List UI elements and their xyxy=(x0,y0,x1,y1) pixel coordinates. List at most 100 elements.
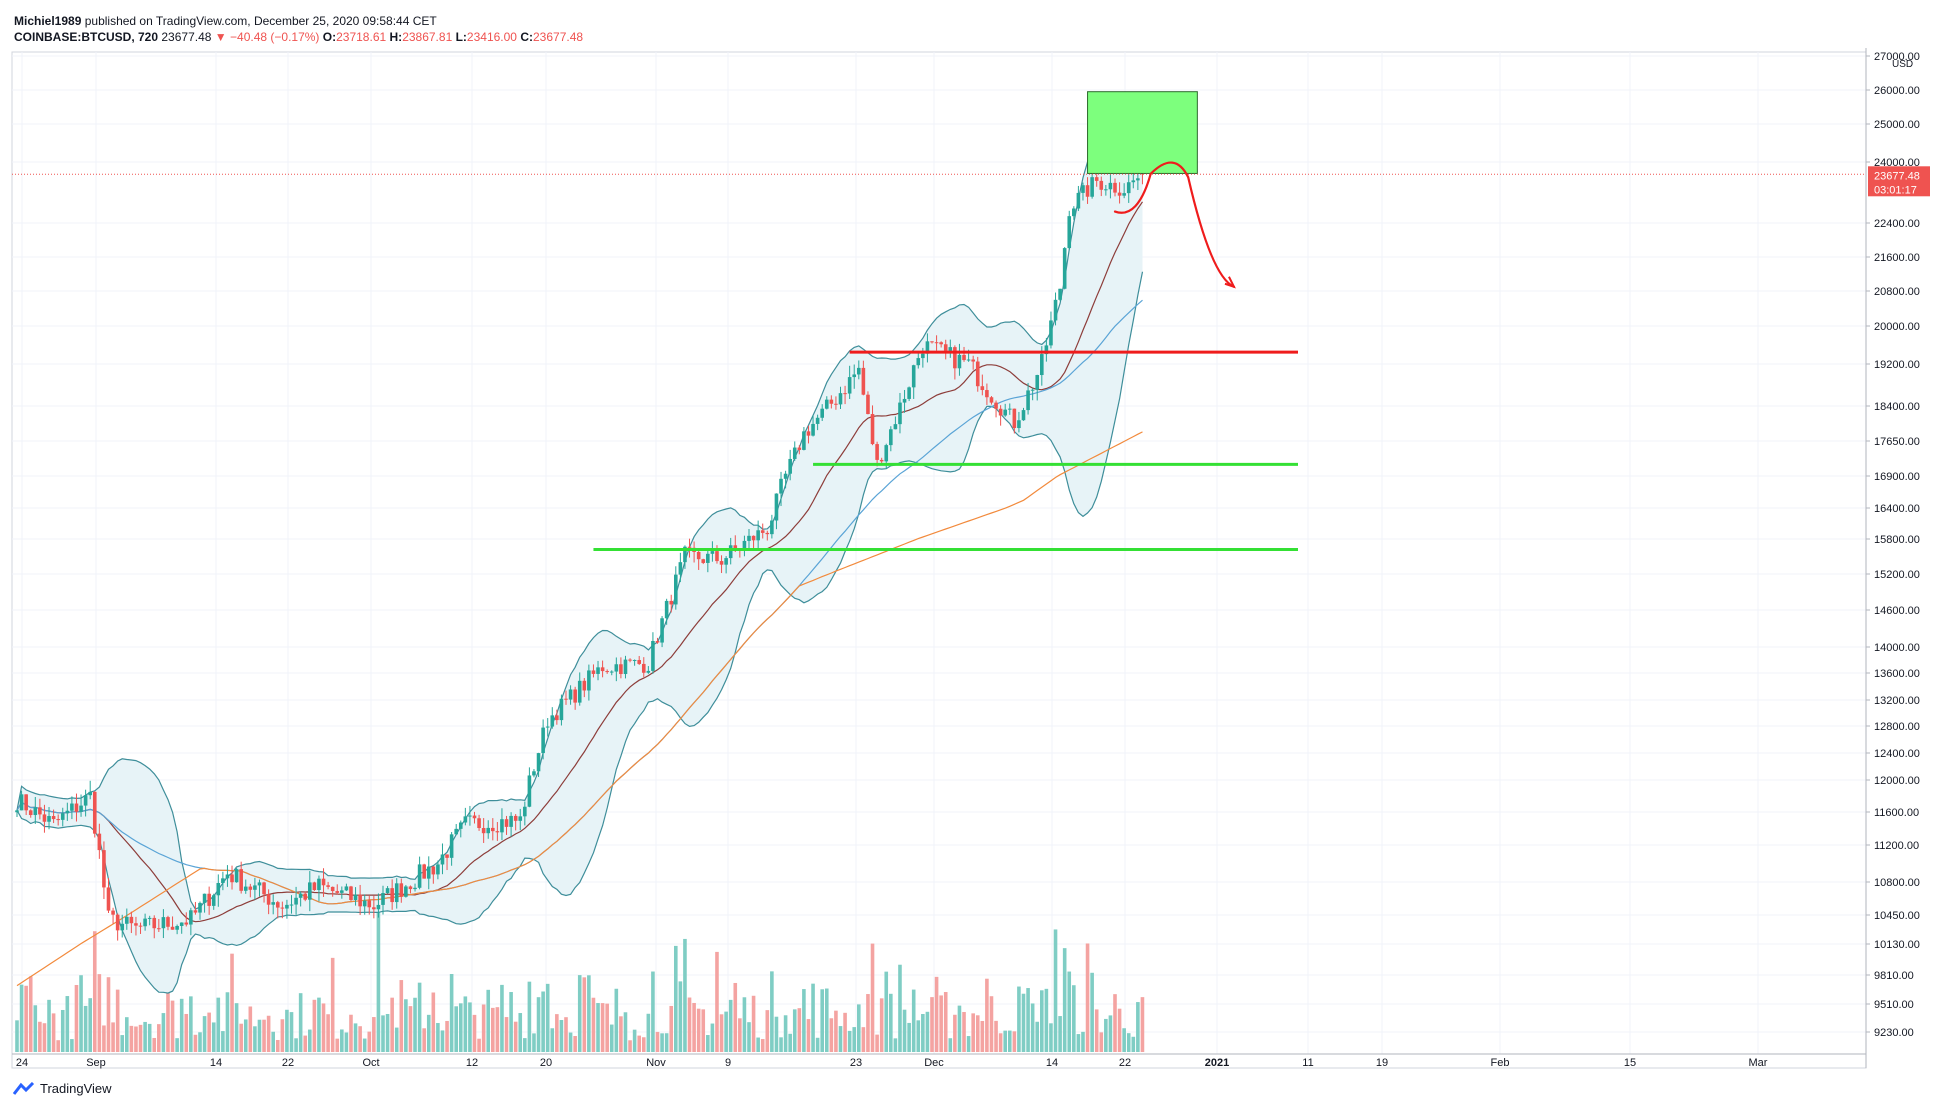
volume-bar xyxy=(1122,1028,1126,1052)
candle-body xyxy=(1049,320,1053,346)
volume-bar xyxy=(422,1028,426,1052)
candle-body xyxy=(559,698,564,721)
candle-body xyxy=(985,390,989,398)
volume-bar xyxy=(198,1032,202,1052)
price-tick-label: 10450.00 xyxy=(1874,910,1920,922)
time-tick-label: 19 xyxy=(1376,1057,1388,1069)
volume-bar xyxy=(706,1035,710,1052)
candle-body xyxy=(1017,420,1021,429)
volume-bar xyxy=(582,977,587,1052)
candle-body xyxy=(802,431,806,450)
candlesticks[interactable] xyxy=(15,167,1145,941)
candle-body xyxy=(394,883,399,903)
candle-body xyxy=(884,445,889,462)
candle-body xyxy=(609,671,614,673)
volume-bar xyxy=(866,994,870,1052)
volume-bar xyxy=(921,1014,925,1052)
candle-body xyxy=(523,806,527,817)
price-tick-label: 10800.00 xyxy=(1874,877,1920,889)
candle-body xyxy=(28,810,33,816)
volume-bar xyxy=(170,1000,175,1052)
high-label: H: xyxy=(389,30,403,44)
candle-body xyxy=(477,818,481,829)
price-tick-label: 27000.00 xyxy=(1874,51,1920,63)
volume-bar xyxy=(115,989,120,1052)
volume-bar xyxy=(56,1040,60,1052)
volume-bar xyxy=(125,1017,129,1052)
volume-bar xyxy=(573,1036,577,1052)
volume-bar xyxy=(362,1038,367,1052)
candle-body xyxy=(97,833,102,851)
candle-body xyxy=(1040,354,1044,376)
candle-body xyxy=(106,887,111,911)
candle-body xyxy=(1067,216,1072,249)
price-tick-label: 25000.00 xyxy=(1874,119,1920,131)
tradingview-logo[interactable]: TradingView xyxy=(13,1081,112,1096)
price-tick-label: 9230.00 xyxy=(1874,1027,1914,1039)
volume-bar xyxy=(696,1008,701,1052)
candle-body xyxy=(463,816,468,823)
candle-body xyxy=(157,928,161,930)
candle-body xyxy=(1126,182,1131,194)
candle-body xyxy=(65,810,70,814)
candle-body xyxy=(852,374,857,378)
volume-bar xyxy=(390,997,394,1052)
candle-body xyxy=(568,689,573,700)
volume-bar xyxy=(751,995,756,1052)
candle-body xyxy=(280,907,285,909)
candle-body xyxy=(930,341,934,343)
volume-bar xyxy=(458,1003,463,1052)
author-name[interactable]: Michiel1989 xyxy=(14,14,82,28)
candle-body xyxy=(751,535,756,541)
volume-bar xyxy=(715,951,719,1052)
price-axis[interactable]: USD 23677.48 03:01:17 27000.00 26000.00 25… xyxy=(1865,48,1930,1068)
candle-body xyxy=(651,640,655,671)
volume-bar xyxy=(728,999,733,1052)
volume-bar xyxy=(349,1014,353,1052)
candle-body xyxy=(921,353,925,359)
volume-bar xyxy=(266,1015,271,1052)
volume-bar xyxy=(1131,1036,1136,1052)
volume-bar xyxy=(216,997,221,1052)
candle-body xyxy=(326,885,330,887)
candle-body xyxy=(230,874,234,883)
candle-body xyxy=(1062,248,1067,289)
volume-bar xyxy=(509,992,513,1052)
volume-bar xyxy=(527,981,532,1052)
candle-body xyxy=(266,894,271,905)
volume-bar xyxy=(1108,1015,1113,1052)
candle-body xyxy=(253,885,257,890)
volume-bar xyxy=(454,1006,458,1052)
price-tick-label: 21600.00 xyxy=(1874,252,1920,264)
candle-body xyxy=(262,882,266,895)
volume-bar xyxy=(765,1010,770,1052)
volume-bar xyxy=(811,983,815,1052)
drawing-annotations[interactable] xyxy=(12,91,1866,551)
volume-bar xyxy=(19,984,24,1052)
volume-bar xyxy=(230,953,234,1052)
change-value: −40.48 (−0.17%) xyxy=(230,30,320,44)
candle-body xyxy=(674,574,678,605)
candle-body xyxy=(275,902,280,908)
candle-body xyxy=(545,726,550,728)
volume-bar xyxy=(436,1023,440,1052)
candle-body xyxy=(701,559,706,563)
candle-body xyxy=(509,815,513,827)
volume-bar xyxy=(271,1031,275,1052)
candle-body xyxy=(614,664,619,672)
time-axis[interactable]: 24 Sep 14 22 Oct 12 20 Nov 9 23 Dec 14 22 2021 11 19 Feb… xyxy=(12,1053,1866,1069)
volume-bar xyxy=(294,1038,298,1052)
high-value: 23867.81 xyxy=(402,30,453,44)
volume-bar xyxy=(614,988,619,1052)
candle-body xyxy=(216,883,221,896)
candle-body xyxy=(1122,193,1126,196)
candle-body xyxy=(335,891,340,893)
price-tick-label: 20000.00 xyxy=(1874,321,1920,333)
volume-bar xyxy=(994,1020,998,1052)
volume-bar xyxy=(79,975,83,1052)
volume-bar xyxy=(253,1026,257,1052)
volume-bar xyxy=(838,1026,843,1052)
time-tick-label: Feb xyxy=(1491,1057,1510,1069)
volume-bar xyxy=(399,980,404,1052)
